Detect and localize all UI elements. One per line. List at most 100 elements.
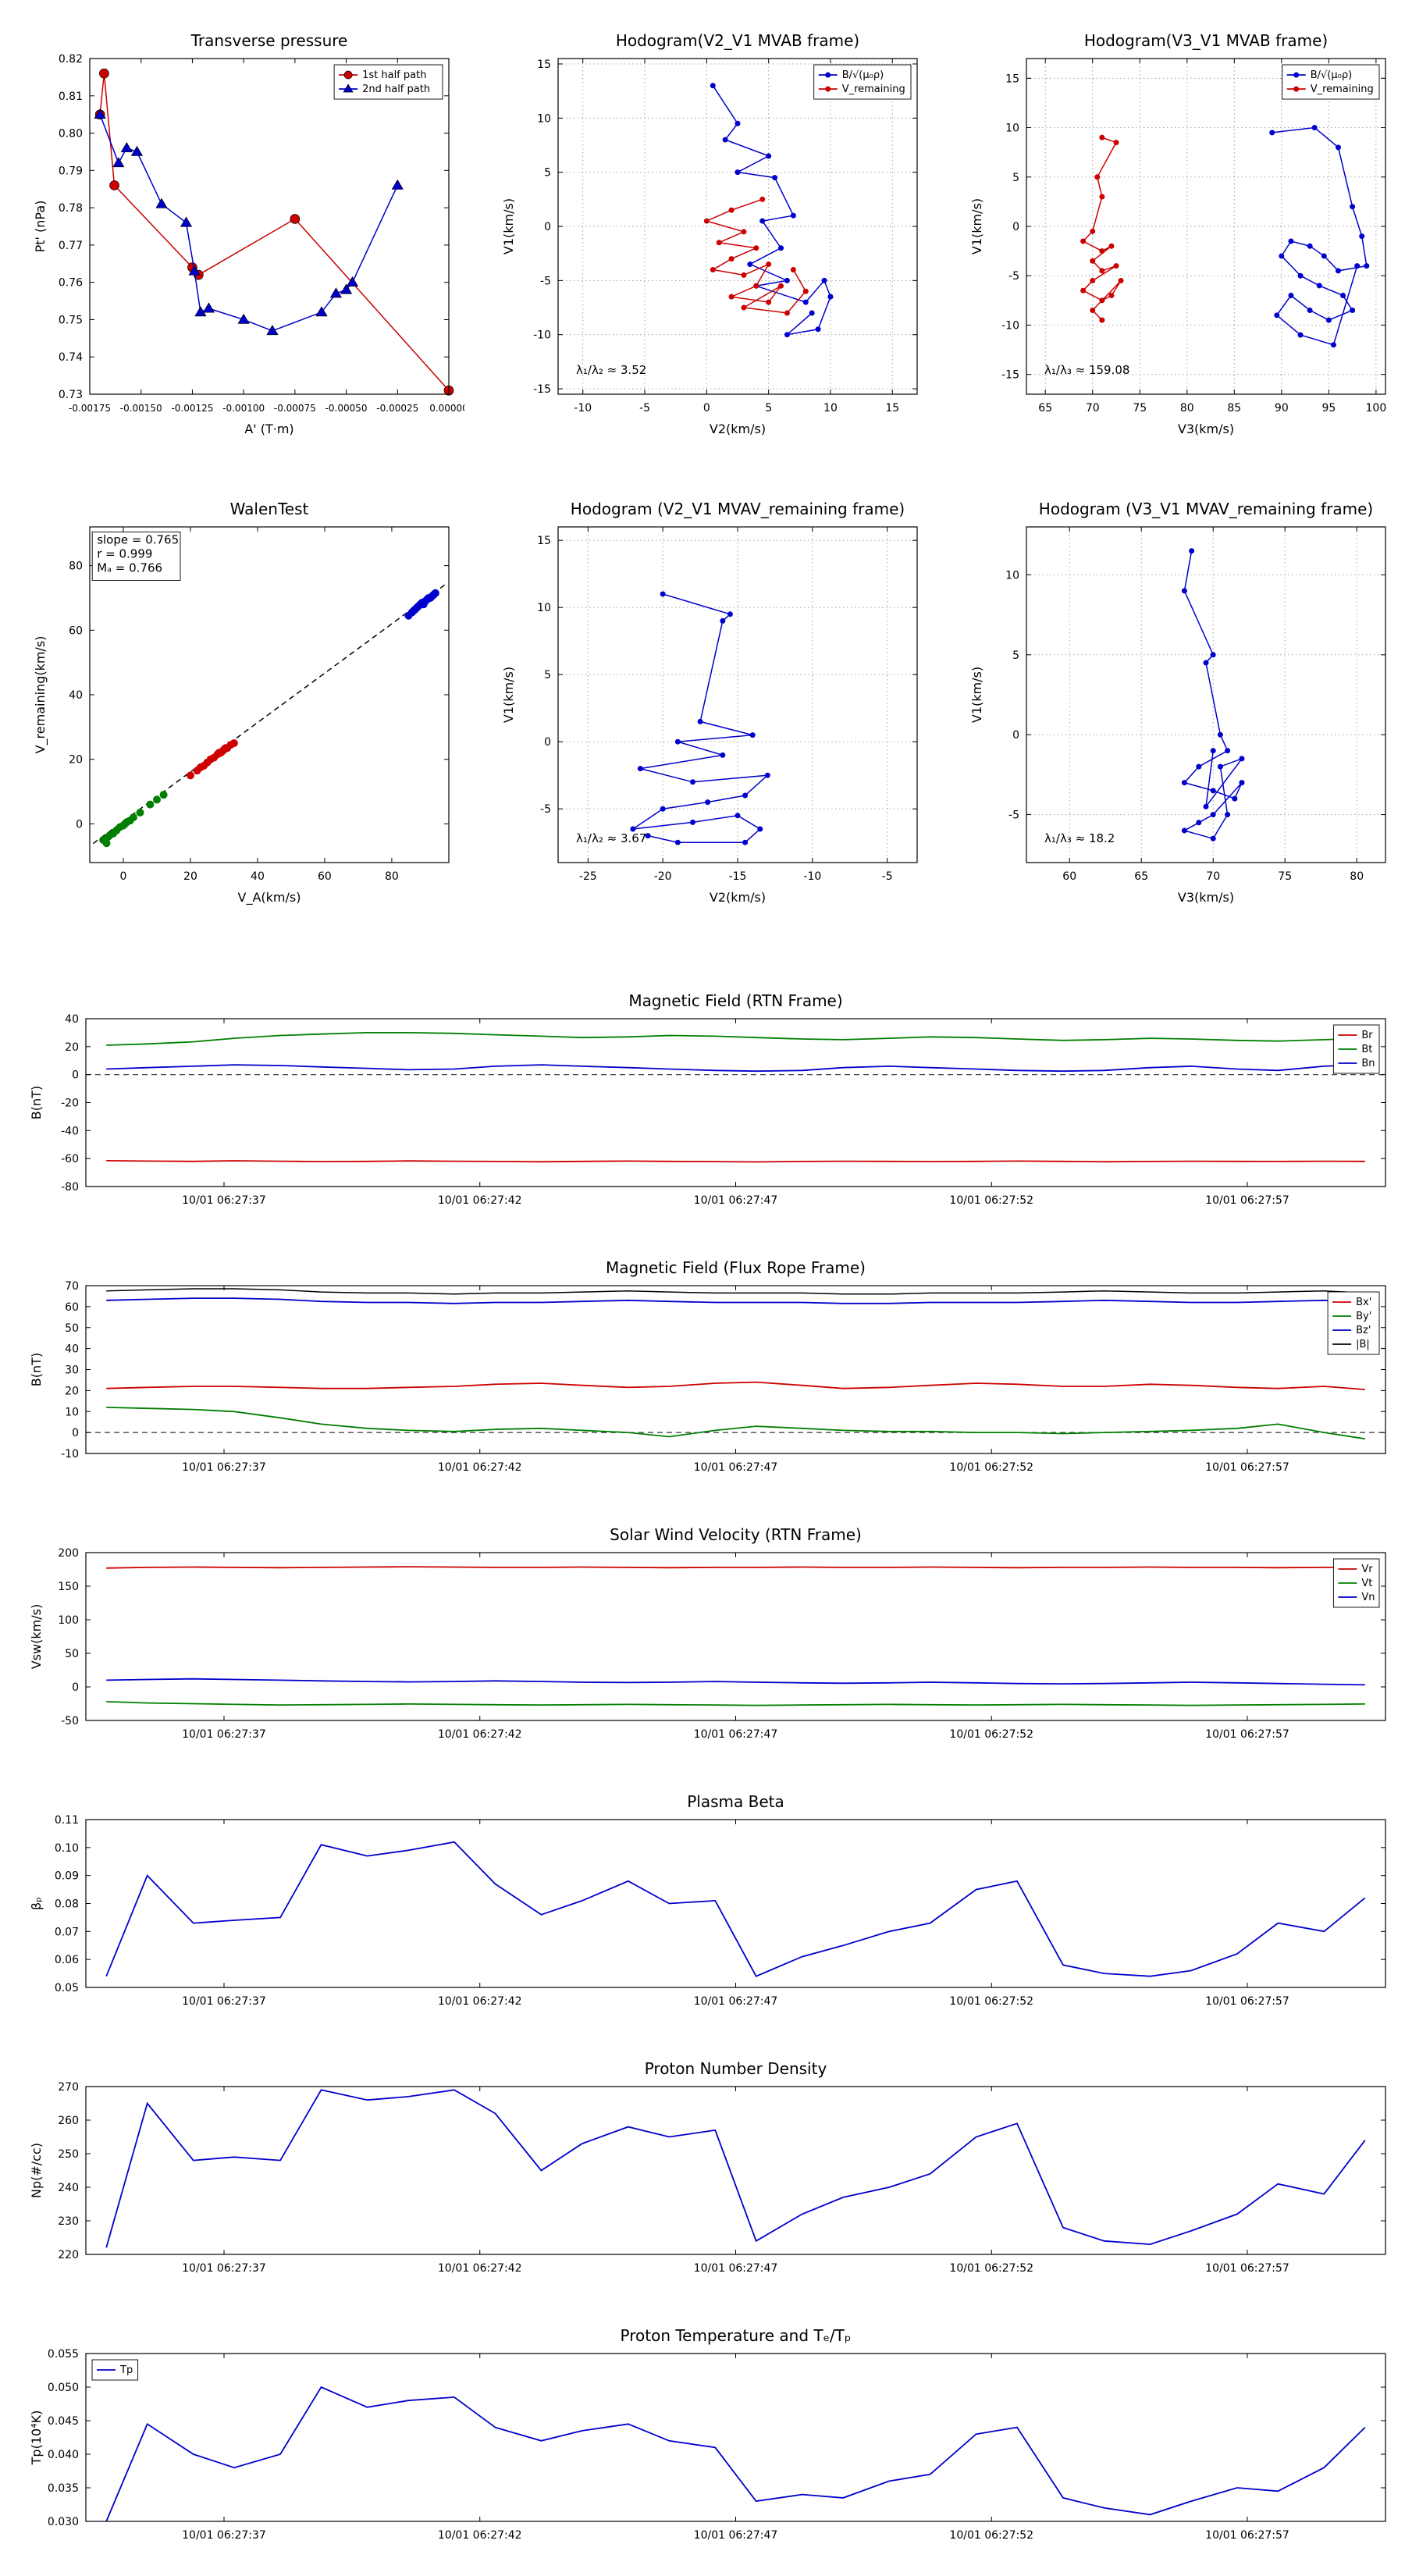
svg-text:0.78: 0.78 — [59, 202, 83, 215]
svg-text:0: 0 — [703, 402, 710, 415]
svg-text:-0.00175: -0.00175 — [69, 403, 111, 414]
svg-text:10/01 06:27:47: 10/01 06:27:47 — [694, 2529, 778, 2542]
svg-text:0.76: 0.76 — [59, 277, 83, 290]
svg-text:85: 85 — [1227, 402, 1241, 415]
hodogram-v3v1-mvav-plot: 60 65 70 75 80 -5 0 5 10 Hodogram (V3_V1 MVAV_rem… — [969, 500, 1386, 905]
svg-text:20: 20 — [65, 1041, 79, 1054]
svg-text:250: 250 — [58, 2148, 79, 2161]
svg-text:λ₁/λ₂ ≈ 3.67: λ₁/λ₂ ≈ 3.67 — [576, 831, 646, 845]
svg-text:100: 100 — [1366, 402, 1387, 415]
svg-text:Pt' (nPa): Pt' (nPa) — [33, 201, 48, 253]
svg-text:0: 0 — [120, 870, 127, 883]
svg-text:10/01 06:27:52: 10/01 06:27:52 — [949, 1194, 1033, 1207]
svg-text:10/01 06:27:37: 10/01 06:27:37 — [182, 1995, 266, 2008]
svg-text:Br: Br — [1361, 1030, 1373, 1041]
svg-text:-5: -5 — [540, 803, 551, 816]
svg-text:0.09: 0.09 — [55, 1870, 79, 1883]
svg-text:-0.00125: -0.00125 — [171, 403, 213, 414]
svg-text:0: 0 — [72, 1069, 79, 1082]
chart-proton-number-density: 10/01 06:27:37 10/01 06:27:42 10/01 06:27:… — [12, 2048, 1397, 2305]
svg-text:10/01 06:27:57: 10/01 06:27:57 — [1205, 1194, 1289, 1207]
svg-text:10/01 06:27:42: 10/01 06:27:42 — [438, 1461, 522, 1474]
svg-text:-15: -15 — [533, 383, 551, 396]
svg-text:40: 40 — [65, 1343, 79, 1356]
svg-text:V1(km/s): V1(km/s) — [969, 667, 984, 723]
svg-text:65: 65 — [1134, 870, 1148, 883]
svg-text:60: 60 — [1062, 870, 1076, 883]
hodogram-v2v1-mvav-plot: -25 -20 -15 -10 -5 -5 0 5 10 15 Hodogram (V2_V1 MV… — [501, 500, 918, 905]
svg-text:Hodogram (V3_V1 MVAV_remaining: Hodogram (V3_V1 MVAV_remaining frame) — [1039, 500, 1373, 518]
svg-text:0.040: 0.040 — [48, 2449, 79, 2461]
svg-text:0.045: 0.045 — [48, 2415, 79, 2428]
svg-text:λ₁/λ₃ ≈ 18.2: λ₁/λ₃ ≈ 18.2 — [1044, 831, 1115, 845]
svg-text:50: 50 — [65, 1648, 79, 1660]
svg-text:-25: -25 — [579, 870, 597, 883]
svg-text:0.80: 0.80 — [59, 128, 83, 141]
svg-text:-0.00075: -0.00075 — [274, 403, 316, 414]
svg-text:Tp(10⁴K): Tp(10⁴K) — [29, 2411, 44, 2466]
svg-text:60: 60 — [318, 870, 332, 883]
svg-text:60: 60 — [65, 1301, 79, 1314]
svg-text:-10: -10 — [61, 1448, 79, 1461]
svg-text:Tp: Tp — [119, 2364, 133, 2376]
svg-text:70: 70 — [65, 1280, 79, 1293]
svg-text:10/01 06:27:42: 10/01 06:27:42 — [438, 1728, 522, 1741]
svg-text:10/01 06:27:42: 10/01 06:27:42 — [438, 1995, 522, 2008]
walen-test-plot: 0 20 40 60 80 0 20 40 60 80 WalenTest V_A(km/s) V_re… — [33, 500, 450, 906]
svg-text:10/01 06:27:37: 10/01 06:27:37 — [182, 1461, 266, 1474]
svg-text:30: 30 — [65, 1364, 79, 1377]
chart-transverse-pressure: -0.00175 -0.00150 -0.00125 -0.00100 -0.00075… — [16, 16, 468, 453]
svg-text:60: 60 — [69, 624, 83, 637]
svg-text:Np(#/cc): Np(#/cc) — [29, 2143, 44, 2198]
chart-hodogram-v2v1-mvab: -10 -5 0 5 10 15 -15 -10 -5 0 5 10 15 Hodogram(V2_V1 … — [484, 16, 933, 453]
svg-text:15: 15 — [885, 402, 899, 415]
svg-text:V3(km/s): V3(km/s) — [1178, 890, 1234, 905]
svg-text:0.81: 0.81 — [59, 91, 83, 103]
svg-text:A' (T·m): A' (T·m) — [244, 422, 293, 436]
svg-text:150: 150 — [58, 1581, 79, 1593]
chart-plasma-beta: 10/01 06:27:37 10/01 06:27:42 10/01 06:27:… — [12, 1781, 1397, 2038]
svg-text:10/01 06:27:57: 10/01 06:27:57 — [1205, 1461, 1289, 1474]
svg-text:-0.00100: -0.00100 — [222, 403, 265, 414]
svg-text:10: 10 — [823, 402, 838, 415]
svg-text:r = 0.999: r = 0.999 — [97, 547, 152, 561]
svg-text:230: 230 — [58, 2215, 79, 2228]
svg-text:Mₐ = 0.766: Mₐ = 0.766 — [97, 561, 162, 575]
svg-text:10/01 06:27:57: 10/01 06:27:57 — [1205, 2262, 1289, 2275]
svg-text:V_remaining: V_remaining — [842, 84, 905, 95]
svg-text:-40: -40 — [61, 1125, 79, 1137]
svg-text:-5: -5 — [882, 870, 893, 883]
svg-text:V_A(km/s): V_A(km/s) — [238, 890, 301, 906]
svg-text:0.055: 0.055 — [48, 2348, 79, 2361]
svg-text:70: 70 — [1086, 402, 1100, 415]
svg-text:0.08: 0.08 — [55, 1898, 79, 1911]
svg-text:V_remaining(km/s): V_remaining(km/s) — [33, 636, 48, 754]
svg-text:20: 20 — [69, 754, 83, 767]
svg-text:V2(km/s): V2(km/s) — [710, 890, 766, 905]
svg-text:15: 15 — [537, 59, 551, 71]
svg-text:Plasma Beta: Plasma Beta — [687, 1792, 784, 1811]
svg-text:0.11: 0.11 — [55, 1814, 79, 1827]
svg-text:10: 10 — [1005, 123, 1019, 135]
svg-text:Vsw(km/s): Vsw(km/s) — [29, 1604, 44, 1669]
svg-text:0.82: 0.82 — [59, 53, 83, 66]
svg-text:-15: -15 — [729, 870, 747, 883]
svg-text:10/01 06:27:42: 10/01 06:27:42 — [438, 2529, 522, 2542]
svg-text:B/√(μ₀ρ): B/√(μ₀ρ) — [1311, 69, 1352, 81]
svg-text:95: 95 — [1321, 402, 1336, 415]
svg-text:-0.00150: -0.00150 — [120, 403, 162, 414]
svg-text:75: 75 — [1278, 870, 1292, 883]
svg-text:270: 270 — [58, 2081, 79, 2094]
svg-text:10/01 06:27:52: 10/01 06:27:52 — [949, 1728, 1033, 1741]
svg-text:0: 0 — [544, 736, 551, 749]
svg-text:Bt: Bt — [1361, 1044, 1372, 1055]
svg-text:WalenTest: WalenTest — [230, 500, 309, 518]
svg-text:0.050: 0.050 — [48, 2382, 79, 2394]
svg-text:70: 70 — [1206, 870, 1220, 883]
svg-text:0.05: 0.05 — [55, 1982, 79, 1994]
svg-text:10/01 06:27:57: 10/01 06:27:57 — [1205, 1728, 1289, 1741]
svg-text:0.74: 0.74 — [59, 351, 83, 364]
svg-text:-50: -50 — [61, 1715, 79, 1727]
svg-text:-10: -10 — [533, 329, 551, 342]
